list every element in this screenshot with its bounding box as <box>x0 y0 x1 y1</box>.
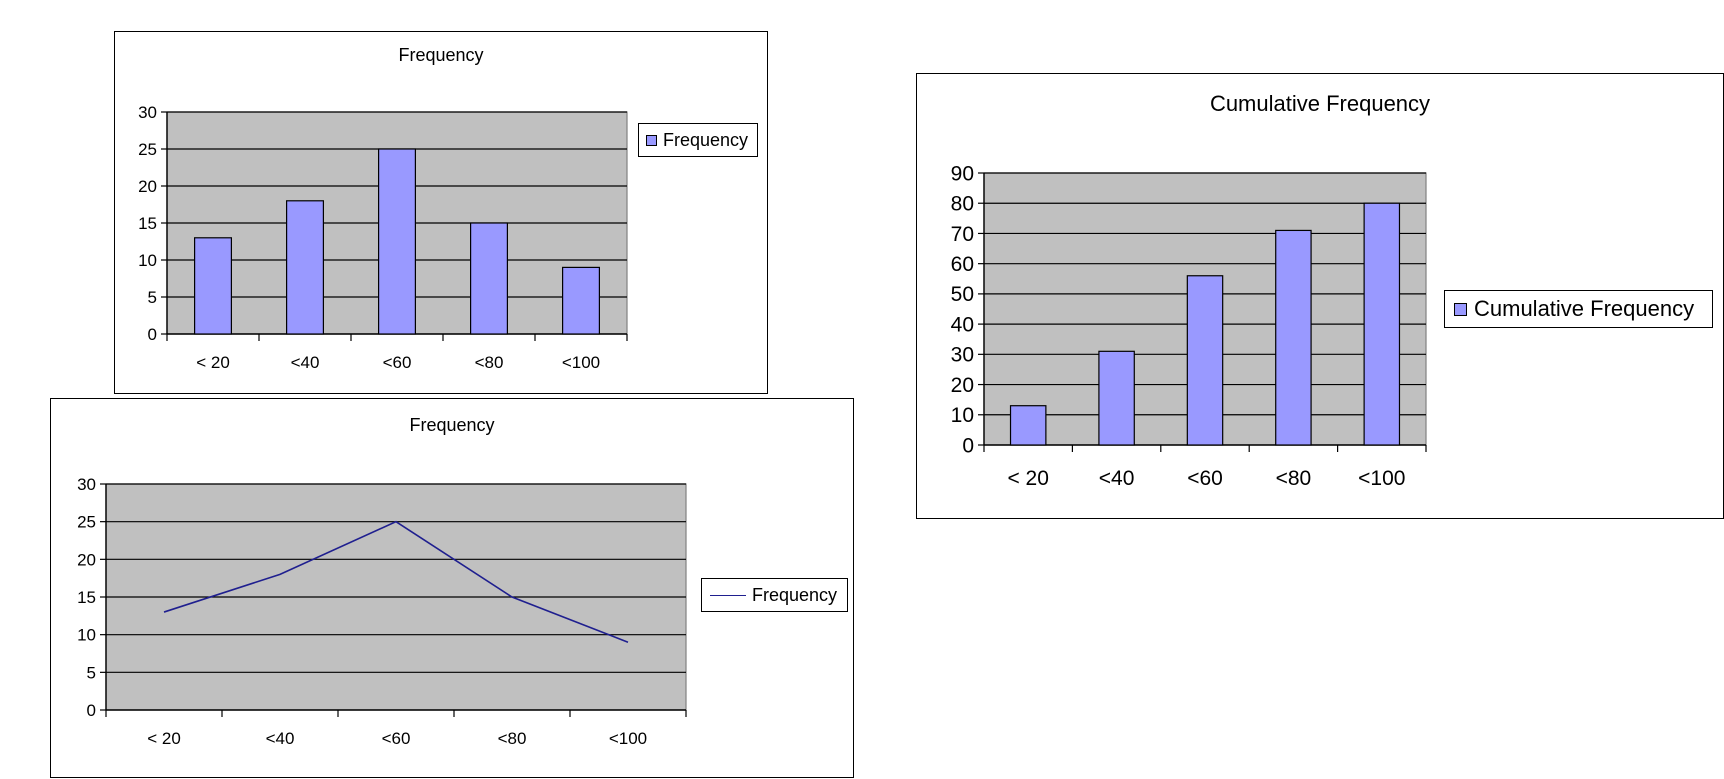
y-tick-label: 30 <box>951 344 974 367</box>
chart-title: Frequency <box>409 415 495 435</box>
chart-legend: Frequency <box>638 123 758 157</box>
y-tick-label: 15 <box>138 214 157 233</box>
bar <box>1275 229 1312 446</box>
x-tick-label: <100 <box>609 729 647 748</box>
x-tick-label: <40 <box>266 729 295 748</box>
x-tick-label: <60 <box>382 729 411 748</box>
x-tick-label: <60 <box>383 353 412 372</box>
bar <box>470 222 509 335</box>
y-tick-label: 25 <box>77 513 96 532</box>
y-tick-label: 90 <box>951 162 974 185</box>
y-tick-label: 0 <box>962 434 974 457</box>
legend-label: Frequency <box>663 129 749 150</box>
y-tick-label: 0 <box>87 701 96 720</box>
x-tick-label: < 20 <box>1007 467 1048 490</box>
cumulative-frequency-bar-chart: Cumulative Frequency 0 10 20 30 40 50 60 70 80 90… <box>916 73 1724 519</box>
x-tick-label: <80 <box>1276 467 1312 490</box>
y-tick-label: 50 <box>951 283 974 306</box>
x-tick-label: <40 <box>291 353 320 372</box>
legend-line-icon <box>710 594 746 596</box>
y-tick-label: 30 <box>138 103 157 122</box>
frequency-bar-plot: 0 5 10 15 20 25 30 < 20 <40 <60 <80 <100 <box>138 103 628 372</box>
x-tick-label: <80 <box>498 729 527 748</box>
y-tick-label: 15 <box>77 588 96 607</box>
y-tick-label: 80 <box>951 193 974 216</box>
y-tick-label: 25 <box>138 140 157 159</box>
bar <box>562 266 601 335</box>
chart-legend: Cumulative Frequency <box>1444 290 1713 328</box>
x-tick-label: <100 <box>562 353 600 372</box>
y-tick-label: 70 <box>951 223 974 246</box>
legend-label: Cumulative Frequency <box>1474 296 1695 321</box>
y-tick-label: 20 <box>951 374 974 397</box>
bar <box>1363 202 1401 446</box>
x-tick-label: <40 <box>1099 467 1135 490</box>
y-tick-label: 20 <box>138 177 157 196</box>
x-tick-label: <80 <box>475 353 504 372</box>
bar <box>1186 275 1224 446</box>
frequency-bar-chart: Frequency 0 5 10 15 20 25 30 < 20 <40 <60 <80 <100 … <box>114 31 768 394</box>
legend-swatch-icon <box>646 134 657 146</box>
y-tick-label: 5 <box>148 288 157 307</box>
legend-swatch-icon <box>1454 302 1467 316</box>
y-tick-label: 10 <box>951 404 974 427</box>
chart-legend: Frequency <box>701 578 848 612</box>
bar <box>1009 405 1047 446</box>
x-tick-label: <60 <box>1187 467 1223 490</box>
legend-label: Frequency <box>752 584 838 605</box>
y-tick-label: 20 <box>77 550 96 569</box>
y-tick-label: 5 <box>87 663 96 682</box>
bar <box>193 237 232 335</box>
y-tick-label: 30 <box>77 475 96 494</box>
bar <box>1098 350 1135 446</box>
y-tick-label: 0 <box>148 325 157 344</box>
bar <box>378 148 417 335</box>
chart-title: Frequency <box>398 45 484 65</box>
y-tick-label: 10 <box>77 626 96 645</box>
x-tick-label: < 20 <box>147 729 181 748</box>
x-tick-label: < 20 <box>196 353 230 372</box>
series-line <box>163 520 629 643</box>
bar <box>286 200 325 335</box>
y-tick-label: 40 <box>951 313 974 336</box>
frequency-line-plot: 0 5 10 15 20 25 30 < 20 <40 <60 <80 <100 <box>77 475 687 748</box>
chart-title: Cumulative Frequency <box>1209 91 1431 116</box>
frequency-line-chart: Frequency 0 5 10 15 20 25 30 < 20 <40 <60 <80 <100 … <box>50 398 854 778</box>
x-tick-label: <100 <box>1358 467 1405 490</box>
y-tick-label: 60 <box>951 253 974 276</box>
cumulative-frequency-bar-plot: 0 10 20 30 40 50 60 70 80 90 < 20 <40 <60 <80 <100 <box>951 162 1427 490</box>
y-tick-label: 10 <box>138 251 157 270</box>
